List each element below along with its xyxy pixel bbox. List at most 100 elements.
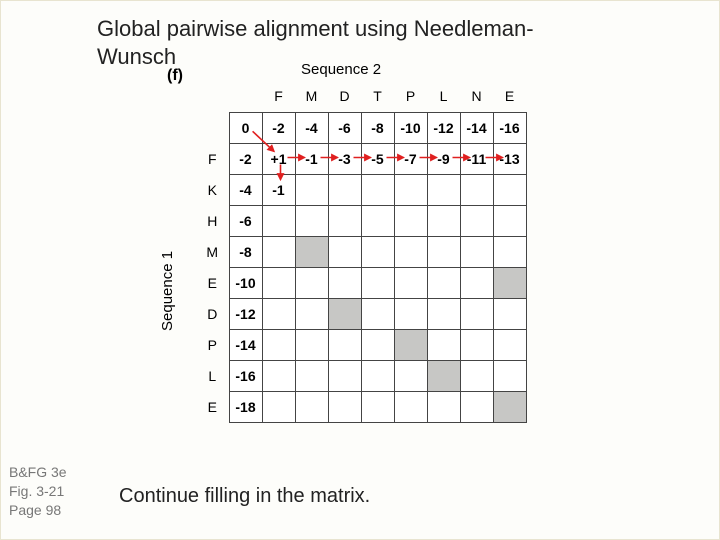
matrix-cell: -18 [229,391,262,422]
matrix-cell: -10 [394,112,427,143]
matrix-col-header: P [394,81,427,112]
matrix-col-header: T [361,81,394,112]
matrix-cell [295,236,328,267]
matrix-col-header: D [328,81,361,112]
matrix-cell [460,205,493,236]
matrix-row-header: M [196,236,229,267]
matrix-cell: -16 [493,112,526,143]
matrix-cell: -12 [427,112,460,143]
matrix-cell: -8 [229,236,262,267]
matrix-cell [493,174,526,205]
matrix-cell [262,391,295,422]
matrix-cell [262,267,295,298]
matrix-cell [427,205,460,236]
matrix-cell [295,298,328,329]
matrix-cell: -4 [295,112,328,143]
matrix-cell [361,205,394,236]
matrix-cell [328,205,361,236]
matrix-cell [460,174,493,205]
ref-line-2: Fig. 3-21 [9,483,64,499]
matrix-cell [394,205,427,236]
matrix-cell [361,174,394,205]
slide-caption: Continue filling in the matrix. [119,485,370,508]
matrix-cell [493,205,526,236]
matrix-cell [460,329,493,360]
matrix-cell [295,267,328,298]
ref-line-1: B&FG 3e [9,464,67,480]
matrix-cell: -1 [262,174,295,205]
matrix-cell [262,298,295,329]
matrix-cell [427,236,460,267]
matrix-col-header: L [427,81,460,112]
matrix-cell [361,267,394,298]
matrix-cell [295,205,328,236]
matrix-cell: -6 [229,205,262,236]
matrix-cell: -6 [328,112,361,143]
matrix-cell: -10 [229,267,262,298]
matrix-cell [493,360,526,391]
matrix-cell: -3 [328,143,361,174]
ref-line-3: Page 98 [9,502,61,518]
matrix-cell [262,329,295,360]
matrix-row: M-8 [196,236,526,267]
matrix-cell [328,391,361,422]
matrix-cell [361,329,394,360]
matrix-cell [460,391,493,422]
matrix-row-header: P [196,329,229,360]
matrix-row: K-4-1 [196,174,526,205]
matrix-cell: -12 [229,298,262,329]
matrix-cell: -13 [493,143,526,174]
sequence-1-label: Sequence 1 [159,251,176,331]
matrix-cell: -5 [361,143,394,174]
figure-reference: B&FG 3e Fig. 3-21 Page 98 [9,463,67,520]
matrix-row: H-6 [196,205,526,236]
matrix-cell [361,391,394,422]
matrix-cell [262,236,295,267]
matrix-row-header: F [196,143,229,174]
matrix-row: 0-2-4-6-8-10-12-14-16 [196,112,526,143]
matrix-row-header: E [196,267,229,298]
matrix-cell: -2 [262,112,295,143]
matrix-cell [394,360,427,391]
matrix-cell: -16 [229,360,262,391]
matrix-row-header [196,112,229,143]
matrix-cell [394,236,427,267]
matrix-cell [427,174,460,205]
matrix-cell [295,174,328,205]
matrix-col-header: N [460,81,493,112]
matrix-cell: -11 [460,143,493,174]
matrix-cell: -14 [460,112,493,143]
alignment-matrix: FMDTPLNE 0-2-4-6-8-10-12-14-16F-2+1-1-3-… [196,81,527,423]
matrix-cell [295,360,328,391]
matrix-row: E-18 [196,391,526,422]
matrix-col-headers: FMDTPLNE [196,81,526,112]
matrix-cell [493,236,526,267]
matrix-cell [427,298,460,329]
matrix-cell [460,298,493,329]
matrix-cell: -4 [229,174,262,205]
matrix-row: F-2+1-1-3-5-7-9-11-13 [196,143,526,174]
matrix-col-header: M [295,81,328,112]
matrix-cell [295,329,328,360]
matrix-cell [493,329,526,360]
matrix-cell [361,298,394,329]
title-line-1: Global pairwise alignment using Needlema… [97,16,534,41]
matrix-col-header: E [493,81,526,112]
matrix-row-header: E [196,391,229,422]
matrix-row-header: H [196,205,229,236]
matrix-cell [262,205,295,236]
matrix-cell [460,360,493,391]
matrix-cell [394,267,427,298]
matrix-cell [427,329,460,360]
matrix-cell [427,391,460,422]
matrix-cell: +1 [262,143,295,174]
title-line-2: Wunsch [97,44,176,69]
matrix-cell [493,267,526,298]
matrix-cell: -14 [229,329,262,360]
matrix-cell [361,360,394,391]
matrix-col-header: F [262,81,295,112]
matrix-row-header: K [196,174,229,205]
matrix-cell [328,236,361,267]
matrix-cell [328,298,361,329]
matrix-cell [394,391,427,422]
